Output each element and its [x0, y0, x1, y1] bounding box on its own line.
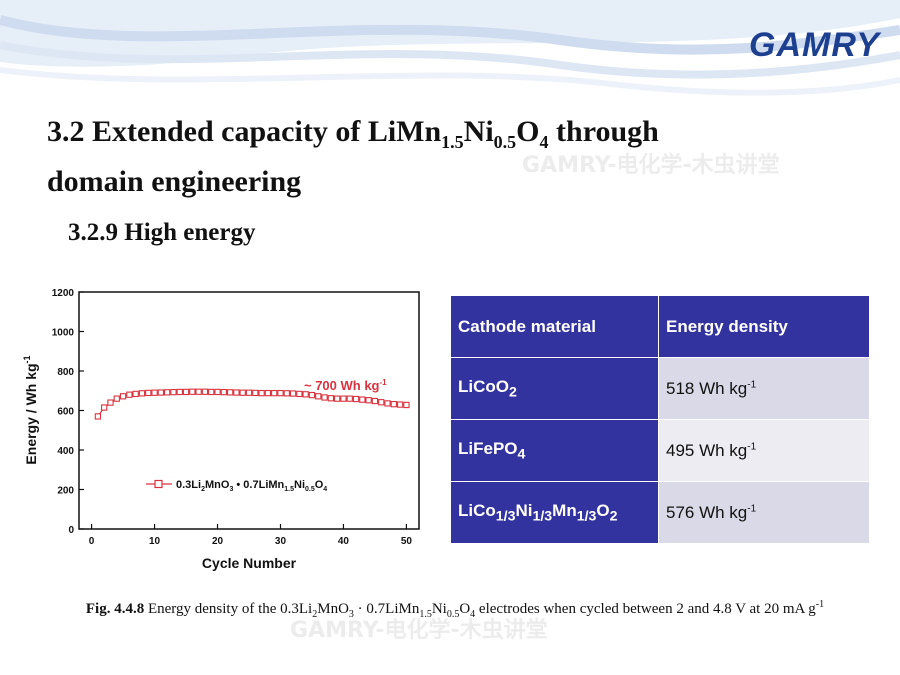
- energy-cell: 518 Wh kg-1: [658, 357, 870, 420]
- gamry-logo: GAMRY: [749, 26, 880, 64]
- y-tick-label: 0: [68, 525, 74, 536]
- annotation-label: ~ 700 Wh kg-1: [304, 378, 387, 393]
- watermark: GAMRY-电化学-木虫讲堂: [290, 618, 548, 643]
- data-point: [195, 388, 202, 395]
- data-point: [371, 397, 379, 405]
- y-tick-label: 600: [57, 407, 74, 418]
- data-point: [208, 388, 215, 396]
- cathode-comparison-table: Cathode material Energy density LiCoO2 5…: [450, 295, 870, 544]
- data-point: [346, 395, 353, 402]
- data-point: [176, 388, 183, 396]
- data-point: [359, 396, 366, 403]
- data-point: [145, 389, 152, 397]
- data-point: [126, 391, 133, 398]
- data-point: [396, 401, 404, 408]
- legend-label: 0.3Li2MnO3 • 0.7LiMn1.5Ni0.5O4: [176, 479, 327, 493]
- table-header-row: Cathode material Energy density: [450, 295, 870, 358]
- data-point: [170, 388, 177, 396]
- data-point: [264, 389, 272, 397]
- data-point: [138, 390, 146, 397]
- data-point: [384, 400, 391, 407]
- y-ticks: 0 200 400 600 800 1000 1200: [52, 288, 84, 536]
- slide-subtitle: 3.2.9 High energy: [68, 219, 256, 246]
- data-point: [271, 389, 278, 397]
- data-point: [403, 401, 410, 409]
- data-point: [157, 389, 165, 396]
- data-point: [101, 404, 108, 411]
- legend-marker: [154, 479, 163, 489]
- data-point: [220, 388, 227, 396]
- y-tick-label: 800: [57, 367, 74, 378]
- data-point: [239, 389, 246, 396]
- y-tick-label: 200: [57, 486, 74, 497]
- watermark: GAMRY-电化学-木虫讲堂: [522, 153, 780, 178]
- data-point: [132, 390, 139, 398]
- data-point: [289, 390, 297, 397]
- table-row: LiCo1/3Ni1/3Mn1/3O2 576 Wh kg-1: [450, 481, 870, 544]
- data-point: [365, 397, 372, 404]
- data-point: [252, 389, 259, 397]
- y-tick-label: 400: [57, 446, 74, 457]
- energy-cell: 495 Wh kg-1: [658, 419, 870, 482]
- y-axis-label: Energy / Wh kg-1: [22, 355, 39, 464]
- data-point: [94, 413, 102, 420]
- data-point: [163, 389, 171, 396]
- data-point: [233, 389, 240, 396]
- plot-frame: [78, 291, 420, 530]
- x-tick-label: 50: [401, 536, 413, 547]
- data-point: [390, 401, 397, 408]
- data-point: [327, 395, 335, 402]
- table-row: LiFePO4 495 Wh kg-1: [450, 419, 870, 482]
- x-tick-label: 30: [275, 536, 287, 547]
- material-cell: LiCoO2: [450, 357, 659, 420]
- energy-density-chart: 0 200 400 600 800 1000 1200 0 10 20 30 40 50 ~ 700 …: [22, 288, 420, 571]
- slide-title: 3.2 Extended capacity of LiMn1.5Ni0.5O4 …: [47, 115, 659, 198]
- x-ticks: 0 10 20 30 40 50: [89, 524, 413, 547]
- x-tick-label: 0: [89, 536, 95, 547]
- legend: 0.3Li2MnO3 • 0.7LiMn1.5Ni0.5O4: [146, 479, 327, 493]
- data-point: [321, 394, 328, 401]
- data-point: [296, 390, 303, 398]
- table-row: LiCoO2 518 Wh kg-1: [450, 357, 870, 420]
- data-point: [226, 389, 234, 396]
- data-point: [283, 390, 290, 397]
- data-point: [201, 388, 209, 395]
- data-points: [94, 388, 410, 420]
- material-cell: LiFePO4: [450, 419, 659, 482]
- data-point: [340, 395, 347, 402]
- data-point: [214, 388, 221, 396]
- data-point: [308, 391, 316, 399]
- data-point: [151, 389, 158, 396]
- header-wave-decoration: [0, 0, 900, 96]
- x-tick-label: 10: [149, 536, 161, 547]
- data-point: [245, 389, 253, 396]
- x-tick-label: 20: [212, 536, 224, 547]
- energy-cell: 576 Wh kg-1: [658, 481, 870, 544]
- data-point: [352, 395, 360, 403]
- data-point: [333, 395, 341, 402]
- material-cell: LiCo1/3Ni1/3Mn1/3O2: [450, 481, 659, 544]
- table-header-material: Cathode material: [450, 295, 659, 358]
- data-point: [277, 389, 284, 397]
- figure-caption: Fig. 4.4.8 Energy density of the 0.3Li2M…: [85, 599, 825, 620]
- x-axis-label: Cycle Number: [202, 555, 297, 571]
- data-point: [258, 389, 265, 397]
- data-point: [182, 388, 190, 396]
- data-point: [189, 388, 196, 395]
- data-point: [315, 393, 322, 400]
- data-point: [378, 399, 385, 406]
- table-header-energy: Energy density: [658, 295, 870, 358]
- data-point: [302, 391, 309, 398]
- x-tick-label: 40: [338, 536, 350, 547]
- y-tick-label: 1000: [52, 328, 75, 339]
- data-point: [119, 393, 127, 400]
- data-point: [113, 395, 120, 402]
- y-tick-label: 1200: [52, 288, 75, 299]
- data-point: [107, 399, 114, 406]
